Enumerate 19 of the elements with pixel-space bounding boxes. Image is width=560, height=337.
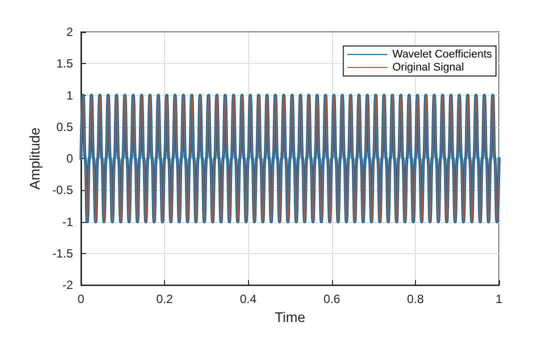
y-tick-label: 1.5 [56,56,74,71]
x-tick-label: 0.6 [323,292,340,306]
x-tick-label: 0.8 [407,292,424,306]
legend-label: Original Signal [392,62,464,74]
x-tick-label: 0.4 [240,292,257,306]
y-tick-label: 0.5 [56,120,74,134]
legend-label: Wavelet Coefficients [392,48,492,60]
y-tick-label: 1 [66,88,74,102]
x-axis-title: Time [274,309,306,325]
x-tick-label: 0.2 [156,292,174,306]
y-tick-label: -0.5 [52,183,74,198]
y-tick-label: 0 [66,152,74,166]
x-tick-label: 1 [496,292,503,306]
y-tick-label: 2 [66,25,74,39]
y-tick-label: -1.5 [52,246,74,260]
y-tick-label: -2 [62,278,74,292]
y-tick-label: -1 [62,214,74,229]
y-axis-title: Amplitude [26,127,42,190]
x-tick-label: 0 [78,292,85,306]
